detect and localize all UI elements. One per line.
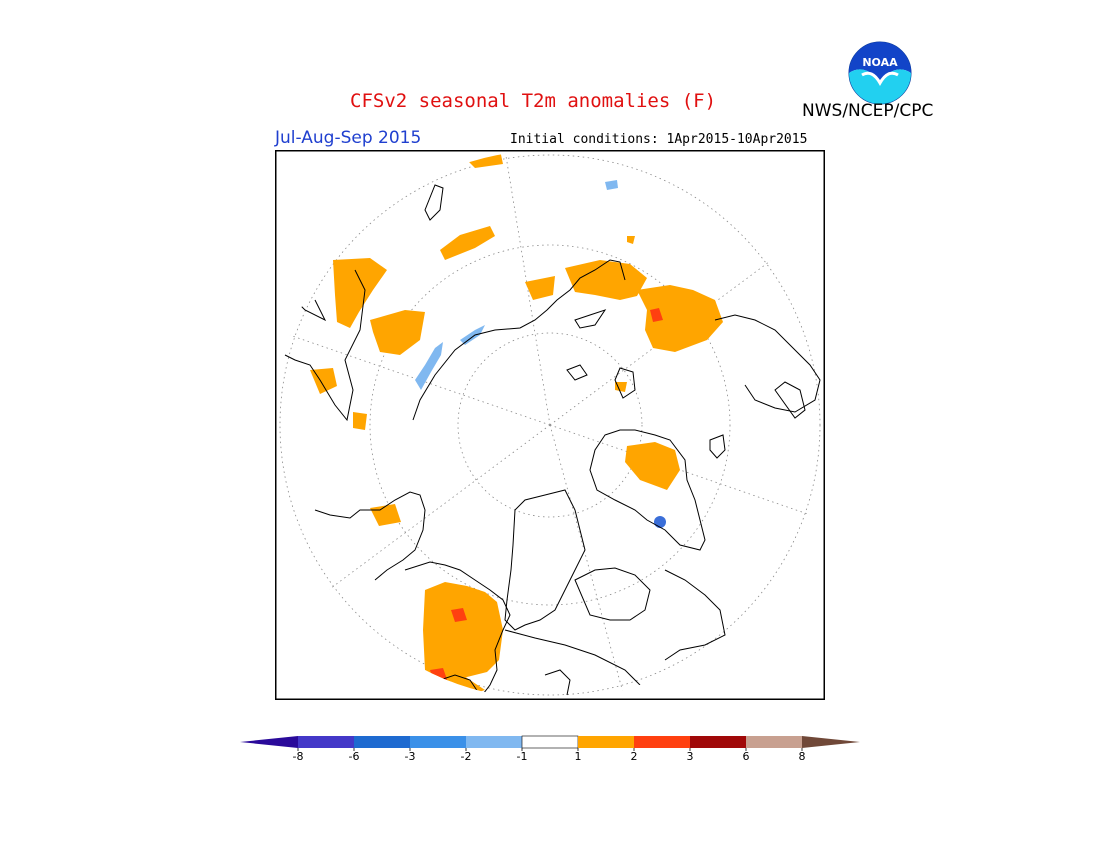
colorbar-swatch xyxy=(521,735,579,749)
colorbar-swatch xyxy=(690,736,746,748)
colorbar-label: -1 xyxy=(516,750,528,763)
polar-anomaly-map xyxy=(275,150,825,700)
anomaly-arctic-small2 xyxy=(627,236,635,244)
colorbar-low-arrow xyxy=(240,736,298,748)
anomaly-cool-pacific xyxy=(605,180,618,190)
colorbar-label: 1 xyxy=(574,750,582,763)
colorbar-high-arrow xyxy=(802,736,860,748)
latitude-gridlines xyxy=(279,154,821,696)
anomaly-cool-bering xyxy=(460,325,485,345)
longitude-gridlines xyxy=(275,150,825,700)
colorbar-swatch xyxy=(410,736,466,748)
colorbar-swatch xyxy=(578,736,634,748)
colorbar-label: -3 xyxy=(404,750,416,763)
agency-label: NWS/NCEP/CPC xyxy=(802,101,934,121)
colorbar-label: 2 xyxy=(630,750,638,763)
anomaly-red-canada xyxy=(650,308,663,322)
colorbar-swatch xyxy=(746,736,802,748)
colorbar-swatch xyxy=(354,736,410,748)
anomaly-arctic-small1 xyxy=(615,382,627,392)
anomaly-cool-okhotsk xyxy=(415,342,443,390)
anomaly-greenland-south xyxy=(525,276,555,300)
colorbar-label: 6 xyxy=(742,750,750,763)
colorbar-label: -2 xyxy=(460,750,472,763)
anomaly-canada-east xyxy=(565,260,647,300)
color-scale-bar xyxy=(240,735,860,751)
colorbar-label: 8 xyxy=(798,750,806,763)
cool-anomaly-regions xyxy=(415,180,618,390)
anomaly-hudson xyxy=(637,285,723,352)
anomaly-kamchatka xyxy=(370,310,425,355)
anomaly-scandinavia xyxy=(625,442,680,490)
colorbar-swatch xyxy=(298,736,354,748)
colorbar-label: -6 xyxy=(348,750,360,763)
coastlines xyxy=(284,184,821,700)
colorbar-label: 3 xyxy=(686,750,694,763)
colorbar-label: -8 xyxy=(292,750,304,763)
anomaly-eastasia xyxy=(353,412,367,430)
anomaly-red-asia xyxy=(451,608,467,622)
noaa-logo-text: NOAA xyxy=(862,56,898,69)
anomaly-pacific-mid xyxy=(440,226,495,260)
noaa-logo-icon: NOAA xyxy=(848,41,912,105)
initial-conditions: Initial conditions: 1Apr2015-10Apr2015 xyxy=(510,132,808,147)
anomaly-bering xyxy=(333,258,387,328)
anomaly-cool-siberia xyxy=(654,516,666,528)
forecast-period: Jul-Aug-Sep 2015 xyxy=(275,128,422,148)
anomaly-central-asia xyxy=(423,582,503,686)
map-title: CFSv2 seasonal T2m anomalies (F) xyxy=(350,90,717,112)
colorbar-swatch xyxy=(466,736,522,748)
colorbar-swatch xyxy=(634,736,690,748)
